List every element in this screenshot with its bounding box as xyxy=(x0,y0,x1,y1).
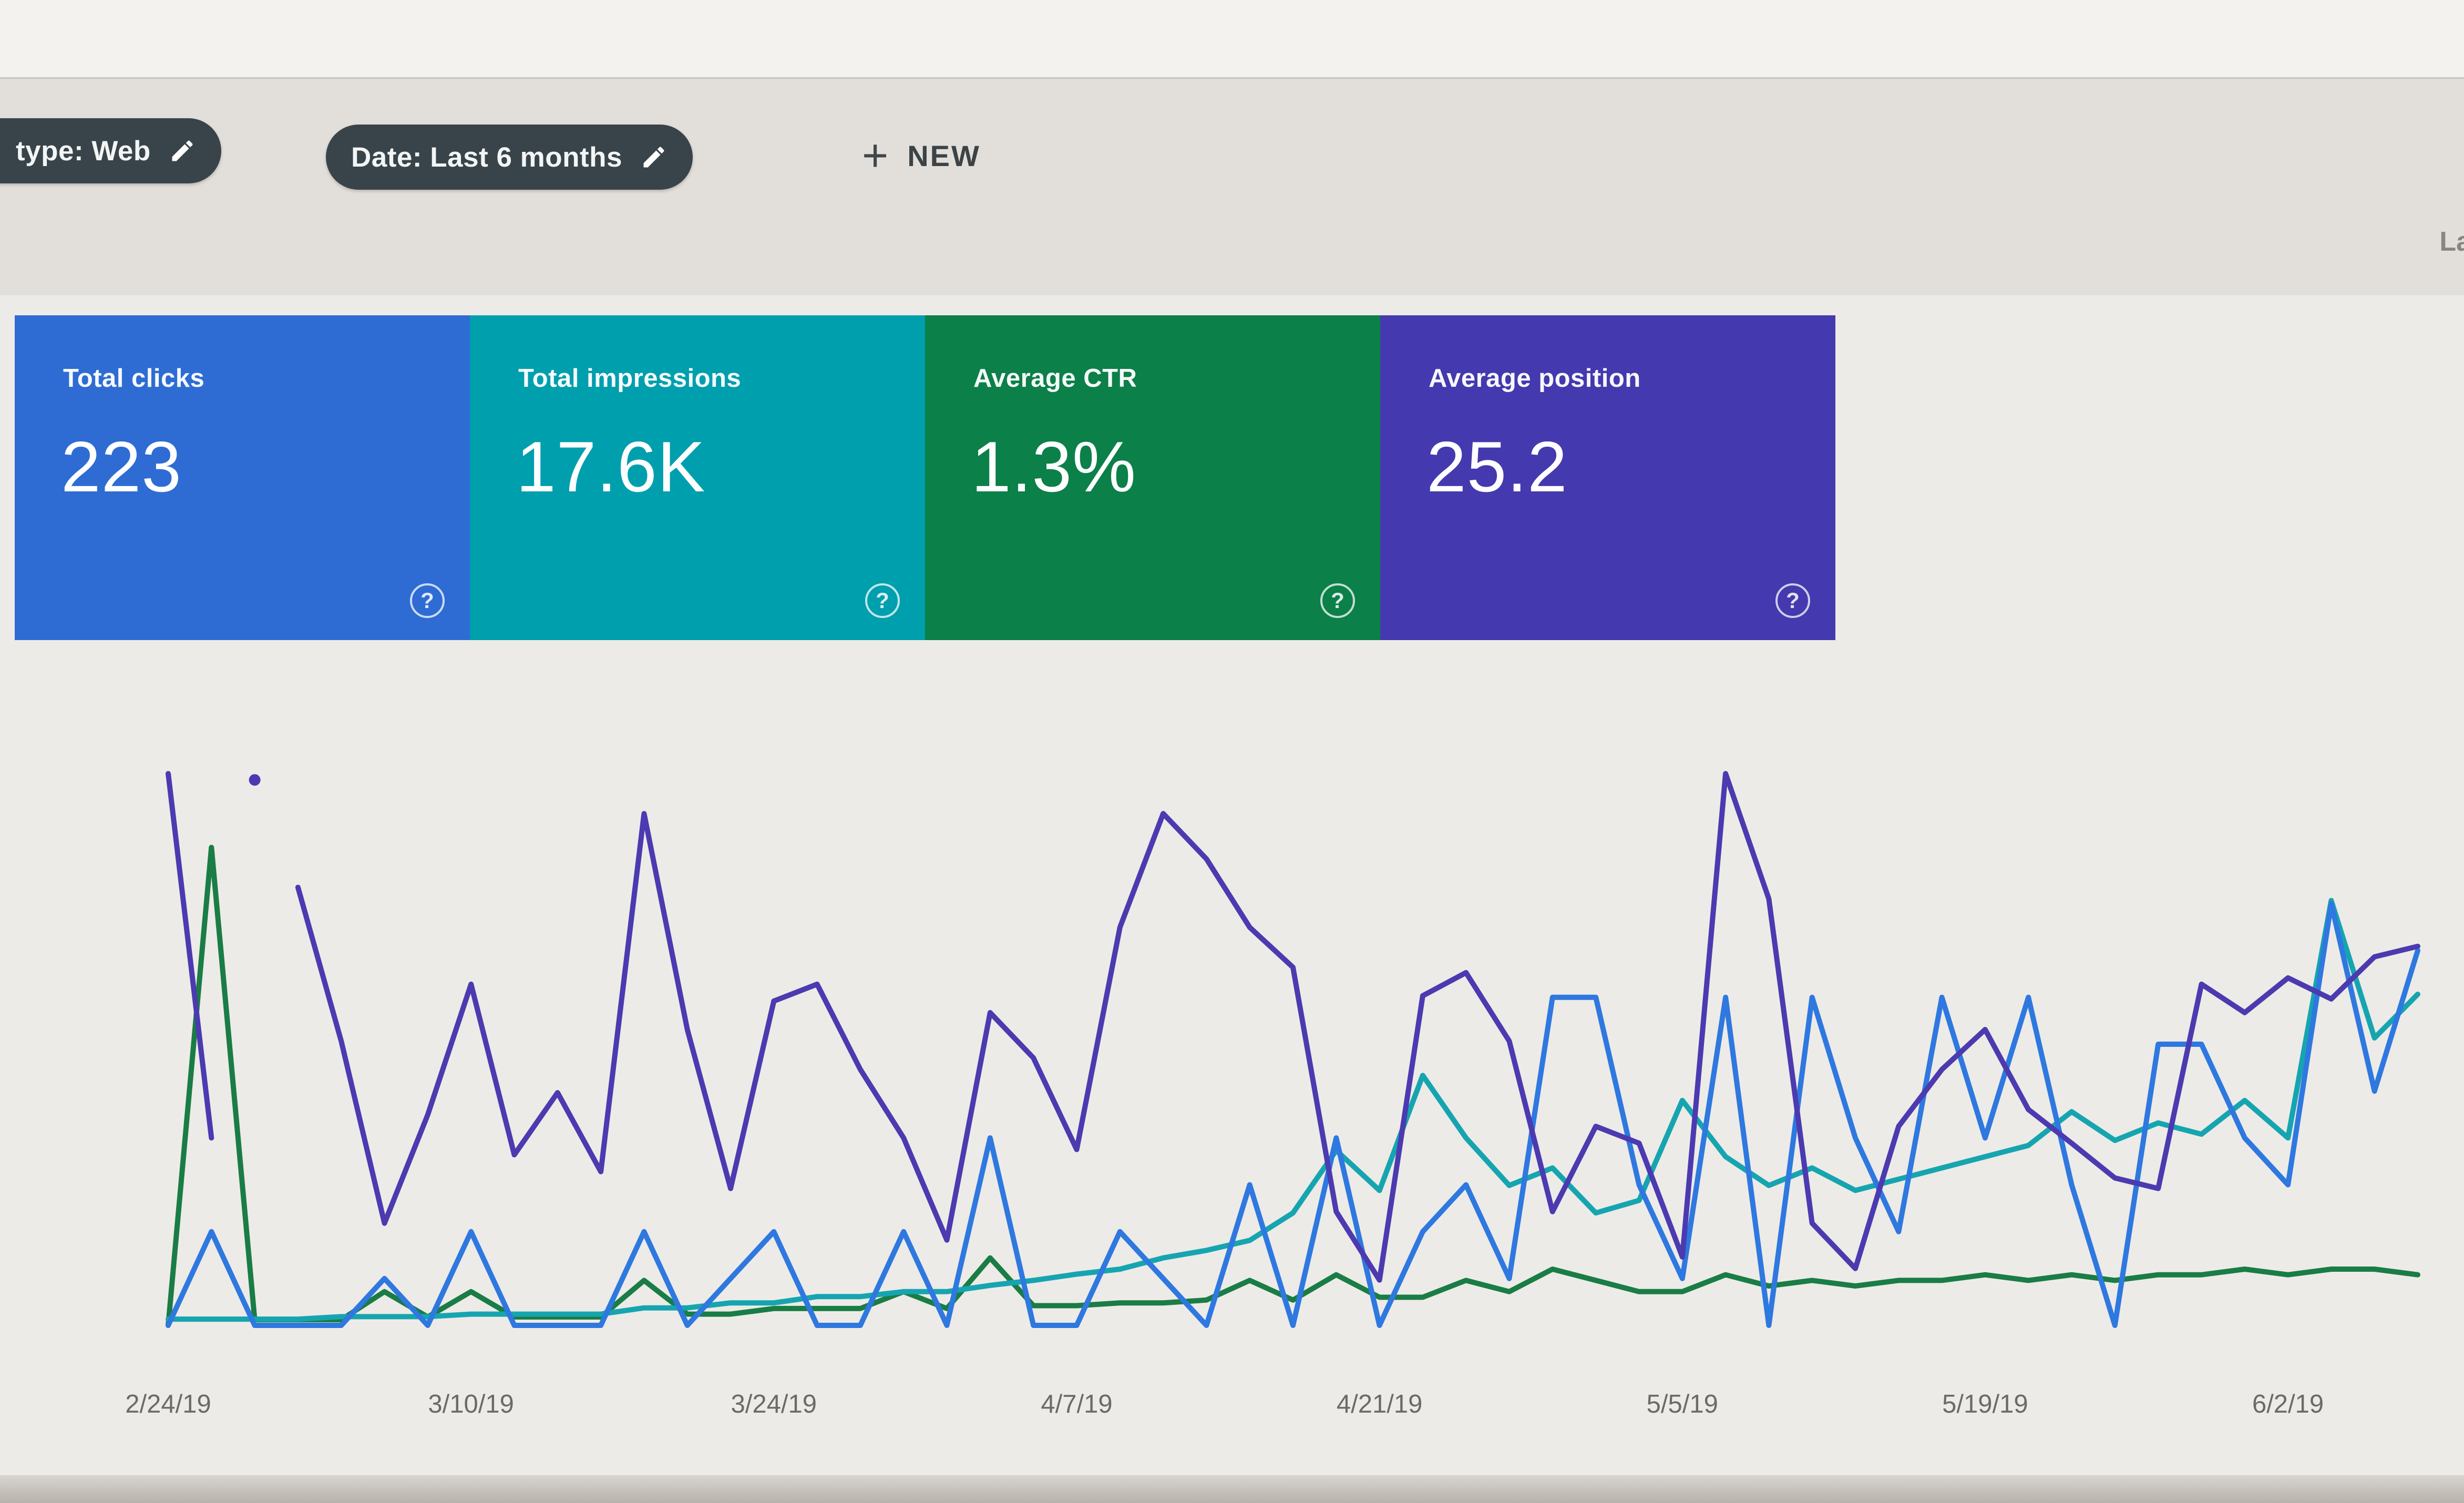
screen-bottom-edge xyxy=(0,1475,2464,1503)
metric-card-label: Average CTR xyxy=(973,364,1137,393)
x-axis-tick-label: 2/24/19 xyxy=(125,1390,211,1418)
help-icon[interactable]: ? xyxy=(865,583,900,618)
metric-card-value: 25.2 xyxy=(1426,427,1568,507)
performance-panel: Total clicks 223 ? Total impressions 17.… xyxy=(0,295,2464,1475)
search-type-filter-label: type: Web xyxy=(16,135,151,167)
plus-icon: + xyxy=(862,130,889,181)
new-filter-button-label: NEW xyxy=(907,139,981,172)
x-axis-tick-label: 4/21/19 xyxy=(1336,1390,1423,1418)
x-axis: 2/24/19 3/10/19 3/24/19 4/7/19 4/21/19 5/5/19… xyxy=(125,1389,2418,1426)
series-line-position xyxy=(295,771,2420,1283)
x-axis-tick-label: 5/5/19 xyxy=(1646,1390,1718,1418)
metric-card-value: 223 xyxy=(61,427,182,507)
series-line-ctr xyxy=(166,845,2420,1328)
metric-card-label: Average position xyxy=(1429,364,1641,393)
metric-cards: Total clicks 223 ? Total impressions 17.… xyxy=(15,315,1835,640)
series-line-clicks xyxy=(166,901,2420,1328)
metric-card-total-clicks[interactable]: Total clicks 223 ? xyxy=(15,315,470,640)
new-filter-button[interactable]: + NEW xyxy=(862,133,981,178)
series-line-position xyxy=(166,771,214,1141)
metric-card-average-ctr[interactable]: Average CTR 1.3% ? xyxy=(925,315,1380,640)
x-axis-tick-label: 5/19/19 xyxy=(1942,1390,2028,1418)
performance-chart-canvas xyxy=(166,771,2420,1328)
metric-card-label: Total impressions xyxy=(518,364,742,393)
edit-pencil-icon[interactable] xyxy=(640,143,668,171)
metric-card-value: 17.6K xyxy=(516,427,706,507)
filter-bar: type: Web Date: Last 6 months + NEW La xyxy=(0,97,2464,257)
x-axis-tick-label: 4/7/19 xyxy=(1041,1390,1113,1418)
search-type-filter-chip[interactable]: type: Web xyxy=(0,118,221,183)
help-icon[interactable]: ? xyxy=(1775,583,1810,618)
help-icon[interactable]: ? xyxy=(1320,583,1355,618)
metric-card-total-impressions[interactable]: Total impressions 17.6K ? xyxy=(470,315,925,640)
series-point-position xyxy=(249,774,261,786)
metric-card-average-position[interactable]: Average position 25.2 ? xyxy=(1380,315,1835,640)
performance-chart xyxy=(166,757,2420,1328)
edit-pencil-icon[interactable] xyxy=(169,137,196,164)
browser-chrome-strip xyxy=(0,0,2464,79)
x-axis-tick-label: 6/2/19 xyxy=(2252,1390,2324,1418)
x-axis-tick-label: 3/10/19 xyxy=(428,1390,514,1418)
series-line-impressions xyxy=(166,898,2420,1322)
date-filter-chip[interactable]: Date: Last 6 months xyxy=(326,125,693,190)
metric-card-label: Total clicks xyxy=(63,364,205,393)
date-filter-label: Date: Last 6 months xyxy=(351,141,623,173)
help-icon[interactable]: ? xyxy=(410,583,445,618)
x-axis-tick-label: 3/24/19 xyxy=(731,1390,817,1418)
metric-card-value: 1.3% xyxy=(971,427,1136,507)
last-updated-partial-text: La xyxy=(2439,227,2464,257)
